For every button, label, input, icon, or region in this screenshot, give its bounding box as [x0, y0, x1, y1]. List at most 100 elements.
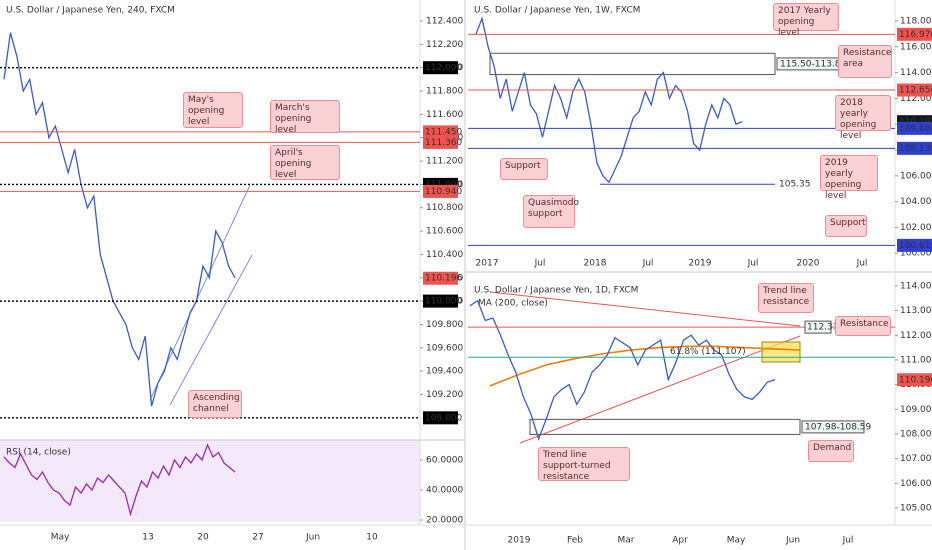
level-label-bg — [804, 320, 832, 334]
y-tick-label: 108.000 — [900, 429, 932, 439]
price-box — [423, 125, 458, 139]
price-box-label: 116.970 — [899, 30, 932, 40]
ma-label: MA (200, close) — [478, 299, 548, 309]
level-label: 61.8% (111.107) — [670, 347, 746, 357]
y-tick-label: 114.000 — [900, 281, 932, 291]
trend-line — [489, 291, 801, 327]
y-tick-label: 113.000 — [900, 306, 932, 316]
moving-average — [489, 345, 801, 387]
x-tick-label: Jun — [305, 533, 320, 543]
y-tick-label: 116.000 — [900, 42, 932, 52]
price-line — [469, 299, 776, 441]
price-box — [897, 141, 932, 155]
x-tick-label: Jun — [785, 536, 800, 546]
y-tick-label: 109.200 — [426, 390, 463, 400]
price-box — [423, 184, 458, 198]
x-tick-label: Jul — [842, 536, 854, 546]
price-box — [897, 83, 932, 97]
annotation: Resistance — [835, 316, 891, 336]
y-tick-label: 100.000 — [900, 249, 932, 259]
x-tick-label: 2018 — [584, 259, 607, 269]
annotation: Trend line resistance — [758, 283, 814, 313]
price-box — [897, 373, 932, 387]
zone-label-bg — [801, 420, 865, 434]
price-box-label: 111.360 — [425, 138, 462, 148]
price-box-label: 109.000 — [425, 413, 462, 423]
y-tick-label: 112.000 — [900, 94, 932, 104]
price-box — [423, 61, 458, 75]
y-tick-label: 111.000 — [900, 355, 932, 365]
y-tick-label: 109.400 — [426, 367, 463, 377]
annotation: 2019 yearly opening level — [820, 155, 878, 201]
y-tick-label: 109.000 — [900, 405, 932, 415]
price-box — [423, 135, 458, 149]
y-tick-label: 111.600 — [426, 110, 463, 120]
annotation: April's opening level — [270, 145, 340, 180]
segment-label: 105.35 — [779, 180, 811, 190]
rsi-band — [0, 440, 420, 522]
x-tick-label: 2019 — [508, 536, 531, 546]
annotation: March's opening level — [270, 100, 340, 135]
price-box — [897, 27, 932, 41]
y-tick-label: 109.600 — [426, 343, 463, 353]
annotation: Ascending channel — [188, 390, 242, 418]
price-box-label: 110.196 — [899, 375, 932, 385]
level-label: 112.33 — [807, 323, 839, 333]
chart-title: U.S. Dollar / Japanese Yen, 1D, FXCM — [474, 286, 638, 296]
y-tick-label: 60.0000 — [426, 455, 463, 465]
x-tick-label: May — [727, 536, 746, 546]
zone-label: 115.50-113.85 — [780, 59, 846, 69]
chart-title: RSI (14, close) — [6, 448, 71, 458]
price-box-label: 110.000 — [425, 297, 462, 307]
y-tick-label: 112.400 — [426, 17, 463, 27]
x-tick-label: Jul — [642, 259, 654, 269]
zone — [529, 418, 801, 435]
y-tick-label: 112.200 — [426, 40, 463, 50]
y-tick-label: 40.0000 — [426, 486, 463, 496]
y-tick-label: 107.000 — [900, 454, 932, 464]
y-tick-label: 110.600 — [426, 227, 463, 237]
price-box-label: 110.940 — [425, 187, 462, 197]
y-tick-label: 20.0000 — [426, 516, 463, 526]
x-tick-label: 2020 — [797, 259, 820, 269]
y-tick-label: 114.000 — [900, 68, 932, 78]
price-box — [897, 121, 932, 135]
price-box — [423, 411, 458, 425]
x-tick-label: Mar — [618, 536, 635, 546]
y-tick-label: 111.200 — [426, 157, 463, 167]
price-box-label: 111.450 — [425, 127, 462, 137]
price-box — [897, 238, 932, 252]
trend-line — [519, 335, 801, 444]
x-tick-label: 2017 — [476, 259, 499, 269]
x-tick-label: Jul — [856, 259, 868, 269]
annotation: Demand — [808, 440, 854, 462]
zone — [489, 52, 776, 76]
x-tick-label: 20 — [197, 533, 209, 543]
x-tick-label: 10 — [366, 533, 378, 543]
annotation: 2018 yearly opening level — [835, 95, 891, 141]
chart-title: U.S. Dollar / Japanese Yen, 240, FXCM — [6, 6, 175, 16]
y-tick-label: 110.800 — [426, 203, 463, 213]
price-box — [423, 294, 458, 308]
price-box-label: 100.610 — [899, 241, 932, 251]
y-tick-label: 112.000 — [900, 331, 932, 341]
price-box-label: 110.196 — [425, 274, 462, 284]
x-tick-label: May — [51, 533, 70, 543]
y-tick-label: 106.000 — [900, 171, 932, 181]
highlight-box — [761, 341, 801, 363]
annotation: 2017 Yearly opening level — [773, 3, 839, 38]
y-tick-label: 102.000 — [900, 223, 932, 233]
price-box — [423, 271, 458, 285]
y-tick-label: 106.000 — [900, 479, 932, 489]
annotation: Support — [500, 158, 548, 180]
y-tick-label: 109.800 — [426, 320, 463, 330]
x-tick-label: Jul — [747, 259, 759, 269]
x-tick-label: Jul — [534, 259, 546, 269]
x-tick-label: Feb — [567, 536, 583, 546]
y-tick-label: 110.400 — [426, 250, 463, 260]
annotation: Resistance area — [838, 45, 892, 78]
price-box-label: 111.000 — [425, 180, 462, 190]
x-tick-label: 13 — [142, 533, 153, 543]
